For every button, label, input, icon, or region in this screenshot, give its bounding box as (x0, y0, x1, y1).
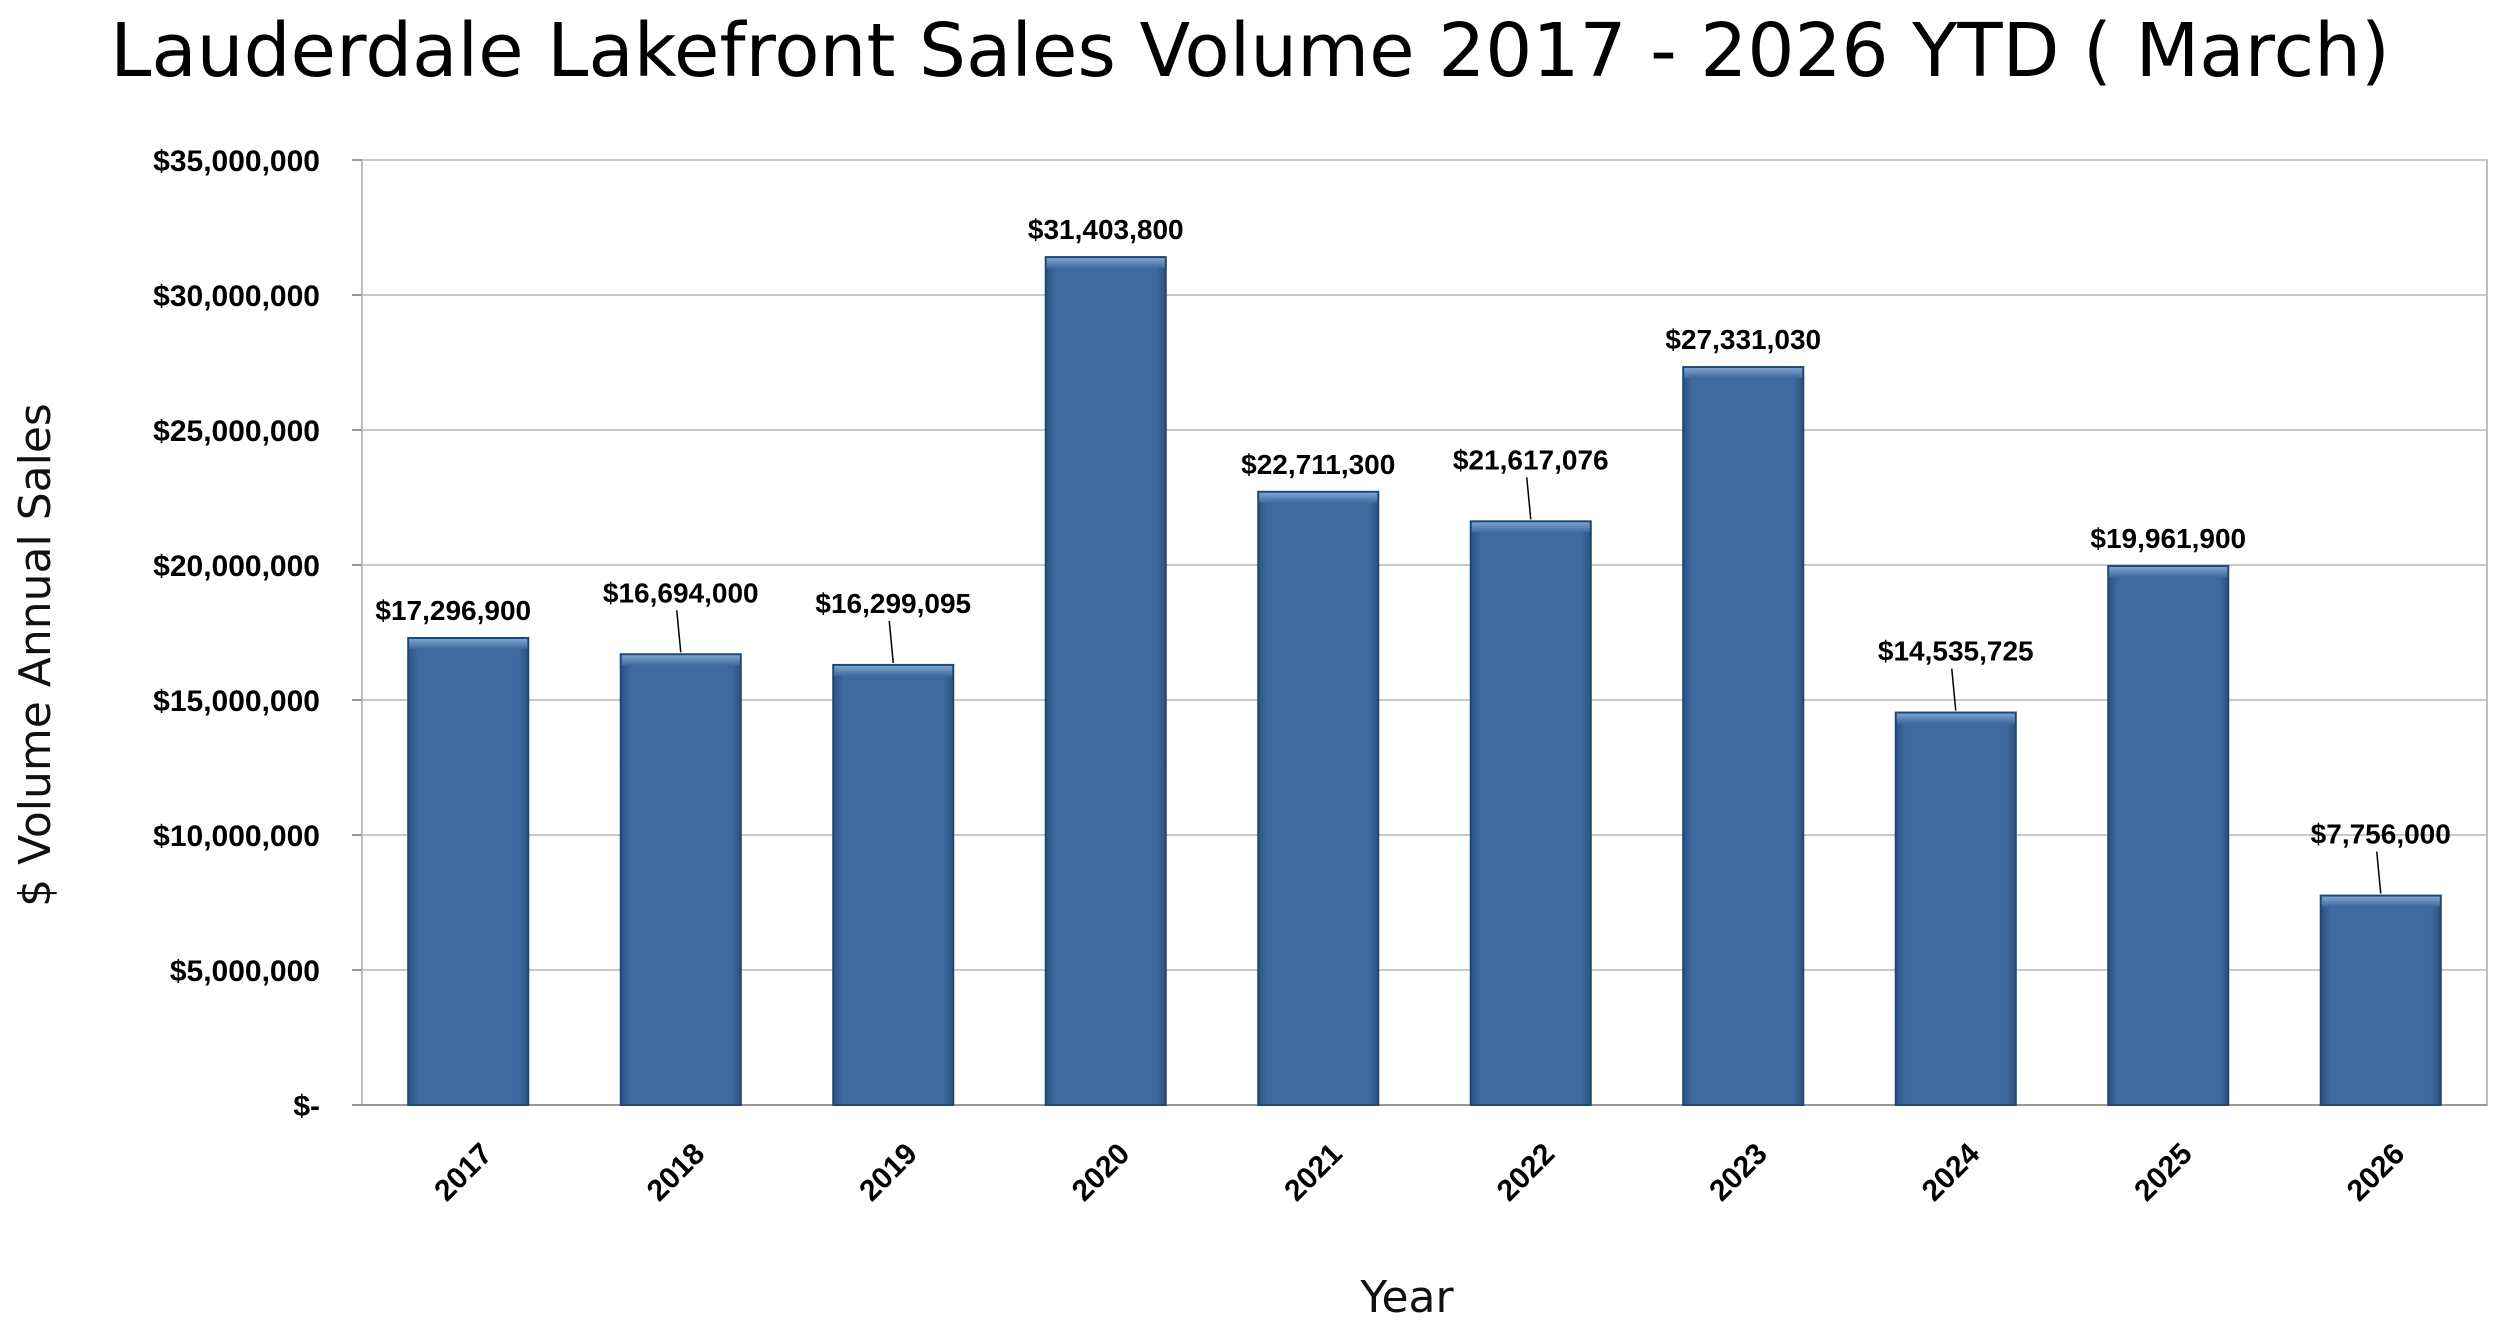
bar (1257, 490, 1380, 1106)
leader-line (2376, 851, 2382, 894)
chart-title: Lauderdale Lakefront Sales Volume 2017 -… (110, 8, 2390, 94)
bar-top-highlight (1896, 713, 2015, 724)
data-label: $17,296,900 (375, 595, 531, 626)
x-tick-label: 2018 (641, 1137, 712, 1208)
bar (1044, 256, 1167, 1106)
leader-line (1526, 477, 1532, 520)
bar (2319, 894, 2442, 1107)
bar-2025 (2107, 565, 2230, 1106)
data-label: $31,403,800 (1028, 214, 1184, 245)
y-tick-label: $20,000,000 (153, 550, 320, 583)
x-tick-label: 2019 (853, 1137, 924, 1208)
bar (2107, 565, 2230, 1106)
x-axis: 2017 2018 2019 2020 2021 2022 2023 2024 2025 2026 (428, 1137, 2411, 1208)
data-label: $27,331,030 (1665, 324, 1821, 355)
x-tick-label: 2024 (1916, 1137, 1987, 1208)
bar-top-highlight (1046, 258, 1165, 269)
y-axis-title: $ Volume Annual Sales (10, 403, 61, 907)
bar-2018 (619, 653, 742, 1107)
data-label: $16,694,000 (603, 577, 759, 608)
bar (1682, 366, 1805, 1106)
bar-top-highlight (1684, 368, 1803, 379)
bar-top-highlight (2109, 567, 2228, 578)
bar-top-highlight (409, 638, 528, 649)
bar-2017 (407, 636, 530, 1106)
data-label: $22,711,300 (1241, 449, 1395, 480)
bar-top-highlight (1471, 522, 1590, 533)
bar-top-highlight (834, 665, 953, 676)
bar-2022 (1469, 520, 1592, 1106)
bar-2019 (832, 663, 955, 1106)
y-tick-label: $10,000,000 (153, 820, 320, 853)
bar-2023 (1682, 366, 1805, 1106)
y-tick-label: $15,000,000 (153, 685, 320, 718)
bar-top-highlight (1259, 492, 1378, 503)
x-tick-label: 2026 (2341, 1137, 2412, 1208)
bar-top-highlight (2321, 896, 2440, 907)
data-label: $16,299,095 (815, 588, 971, 619)
data-label: $7,756,000 (2311, 819, 2451, 850)
y-tick-label: $5,000,000 (170, 955, 320, 988)
leader-line (676, 610, 682, 653)
bar (1894, 711, 2017, 1106)
x-tick-label: 2017 (428, 1137, 499, 1208)
y-axis: $- $5,000,000 $10,000,000 $15,000,000 $20,00… (153, 145, 2487, 1123)
bar (1469, 520, 1592, 1106)
data-labels: $17,296,900 $16,694,000 $16,299,095 $31,403… (375, 214, 2450, 849)
data-label: $21,617,076 (1453, 444, 1609, 475)
bar-top-highlight (621, 655, 740, 666)
bar-2021 (1257, 490, 1380, 1106)
leader-line (1951, 668, 1957, 711)
leader-line (888, 620, 894, 663)
bar (619, 653, 742, 1107)
bars (407, 256, 2442, 1107)
y-tick-label: $35,000,000 (153, 145, 320, 178)
x-tick-label: 2023 (1703, 1137, 1774, 1208)
leader-lines (676, 477, 2382, 894)
x-axis-title: Year (1359, 1272, 1454, 1323)
x-tick-label: 2025 (2128, 1137, 2199, 1208)
bar (407, 636, 530, 1106)
y-tick-label: $25,000,000 (153, 415, 320, 448)
bar-2020 (1044, 256, 1167, 1106)
bar-2026 (2319, 894, 2442, 1107)
x-tick-label: 2020 (1066, 1137, 1137, 1208)
y-tick-label: $- (293, 1090, 320, 1123)
bar-2024 (1894, 711, 2017, 1106)
bar (832, 663, 955, 1106)
data-label: $19,961,900 (2090, 523, 2246, 554)
x-tick-label: 2022 (1491, 1137, 1562, 1208)
x-tick-label: 2021 (1278, 1137, 1349, 1208)
y-tick-label: $30,000,000 (153, 280, 320, 313)
data-label: $14,535,725 (1878, 636, 2034, 667)
